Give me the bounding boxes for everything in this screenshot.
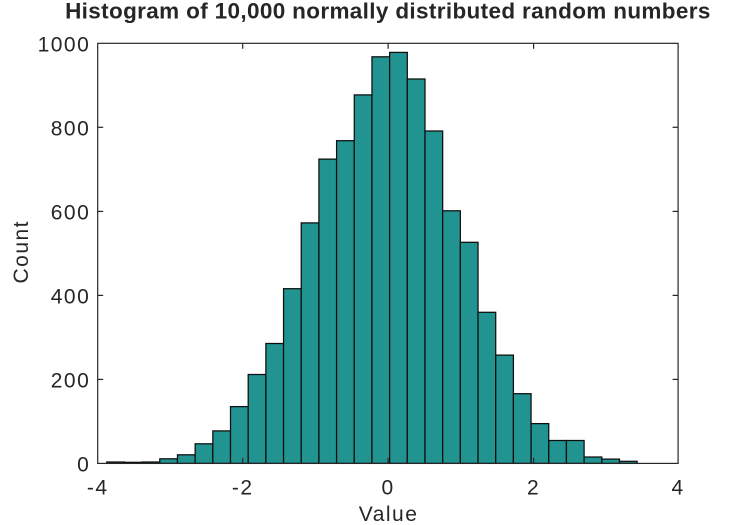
svg-text:400: 400 <box>51 286 91 309</box>
svg-text:Value: Value <box>359 503 419 525</box>
svg-text:600: 600 <box>51 202 91 225</box>
svg-text:4: 4 <box>672 477 685 500</box>
svg-text:200: 200 <box>51 370 91 393</box>
svg-text:800: 800 <box>51 118 91 141</box>
svg-text:0: 0 <box>382 477 395 500</box>
svg-text:-2: -2 <box>232 477 254 500</box>
svg-text:Histogram of 10,000 normally d: Histogram of 10,000 normally distributed… <box>65 0 711 24</box>
svg-text:0: 0 <box>77 454 90 477</box>
svg-text:-4: -4 <box>87 477 109 500</box>
svg-text:2: 2 <box>527 477 540 500</box>
svg-text:Count: Count <box>10 220 33 284</box>
svg-text:1000: 1000 <box>38 34 91 57</box>
